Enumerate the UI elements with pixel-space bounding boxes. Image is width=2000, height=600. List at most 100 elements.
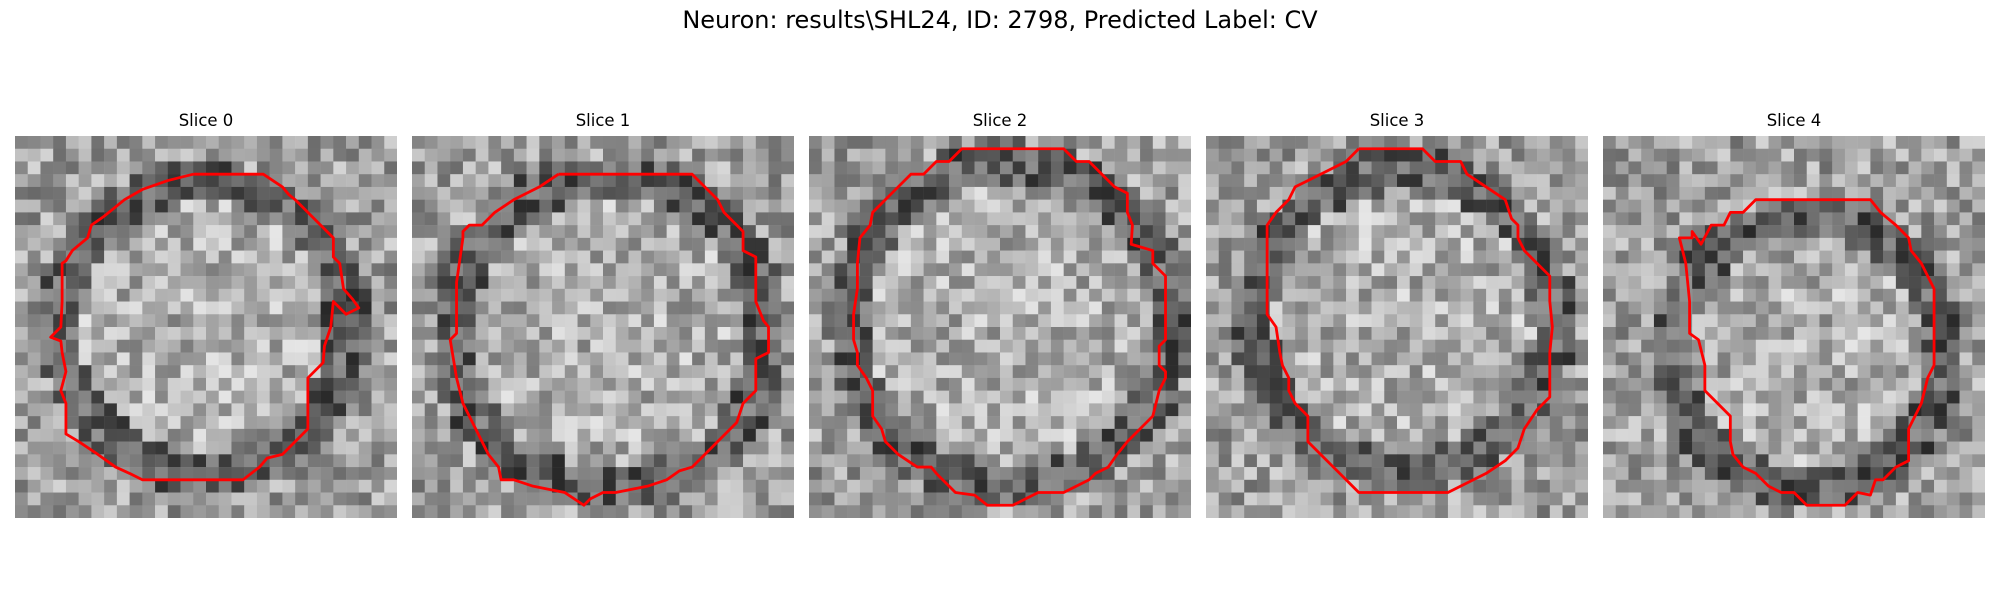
pixel [193, 314, 207, 328]
pixel [450, 161, 464, 175]
pixel [91, 467, 105, 481]
pixel [1806, 276, 1820, 290]
pixel [65, 301, 79, 315]
pixel [155, 136, 169, 149]
pixel [1435, 479, 1449, 493]
pixel [615, 377, 629, 391]
pixel [859, 161, 873, 175]
pixel [1768, 301, 1782, 315]
pixel [1895, 174, 1909, 188]
pixel [1486, 377, 1500, 391]
pixel [231, 314, 245, 328]
pixel [488, 403, 502, 417]
pixel [1524, 352, 1538, 366]
pixel [180, 301, 194, 315]
pixel [1870, 174, 1884, 188]
pixel [320, 174, 334, 188]
pixel [1653, 403, 1667, 417]
pixel [1946, 212, 1960, 226]
pixel [1178, 263, 1191, 277]
pixel [704, 492, 718, 506]
pixel [450, 174, 464, 188]
pixel [834, 212, 848, 226]
pixel [167, 327, 181, 340]
pixel [898, 276, 912, 290]
pixel [1422, 390, 1436, 404]
pixel [961, 225, 975, 239]
pixel [218, 492, 232, 506]
pixel [206, 416, 219, 430]
pixel [1371, 365, 1385, 379]
pixel [653, 327, 667, 340]
pixel [1320, 505, 1334, 518]
pixel [1320, 212, 1334, 226]
pixel [1422, 454, 1436, 468]
pixel [628, 301, 642, 315]
pixel [167, 263, 181, 277]
pixel [333, 148, 347, 162]
pixel [1486, 352, 1500, 366]
pixel [1206, 352, 1219, 366]
pixel [1165, 416, 1179, 430]
pixel [847, 199, 861, 213]
pixel [488, 416, 502, 430]
pixel [193, 377, 207, 391]
pixel [1641, 161, 1655, 175]
pixel [1883, 505, 1897, 518]
pixel [155, 250, 169, 264]
pixel [987, 161, 1001, 175]
pixel [1575, 276, 1588, 290]
pixel [1844, 441, 1858, 455]
pixel [781, 365, 794, 379]
pixel [781, 237, 794, 251]
pixel [40, 454, 54, 468]
pixel [834, 186, 848, 200]
pixel [1114, 365, 1128, 379]
pixel [412, 199, 425, 213]
pixel [1883, 492, 1897, 506]
pixel [116, 237, 130, 251]
pixel [206, 263, 219, 277]
pixel [1511, 263, 1525, 277]
pixel [1755, 441, 1769, 455]
pixel [371, 148, 385, 162]
pixel [269, 250, 283, 264]
pixel [104, 352, 118, 366]
pixel [910, 148, 924, 162]
pixel [1832, 403, 1846, 417]
pixel [987, 199, 1001, 213]
pixel [116, 174, 130, 188]
pixel [1397, 365, 1410, 379]
pixel [1895, 327, 1909, 340]
pixel [590, 263, 604, 277]
pixel [1498, 314, 1512, 328]
pixel [1679, 454, 1693, 468]
pixel [1050, 505, 1064, 518]
pixel [1934, 301, 1948, 315]
pixel [1231, 199, 1245, 213]
pixel [1409, 479, 1423, 493]
pixel [1333, 390, 1347, 404]
pixel [872, 505, 886, 518]
pixel [1857, 174, 1871, 188]
pixel [384, 314, 397, 328]
pixel [666, 327, 680, 340]
pixel [898, 352, 912, 366]
pixel [1256, 428, 1270, 442]
pixel [768, 377, 782, 391]
pixel [1473, 276, 1487, 290]
pixel [1934, 352, 1948, 366]
pixel [539, 237, 553, 251]
pixel [666, 377, 680, 391]
pixel [1089, 390, 1103, 404]
pixel [167, 479, 181, 493]
pixel [1704, 237, 1718, 251]
pixel [1152, 199, 1166, 213]
pixel [282, 161, 296, 175]
pixel [1460, 288, 1474, 302]
pixel [1857, 148, 1871, 162]
pixel [231, 250, 245, 264]
pixel [1575, 250, 1588, 264]
pixel [1628, 161, 1642, 175]
pixel [1562, 314, 1576, 328]
